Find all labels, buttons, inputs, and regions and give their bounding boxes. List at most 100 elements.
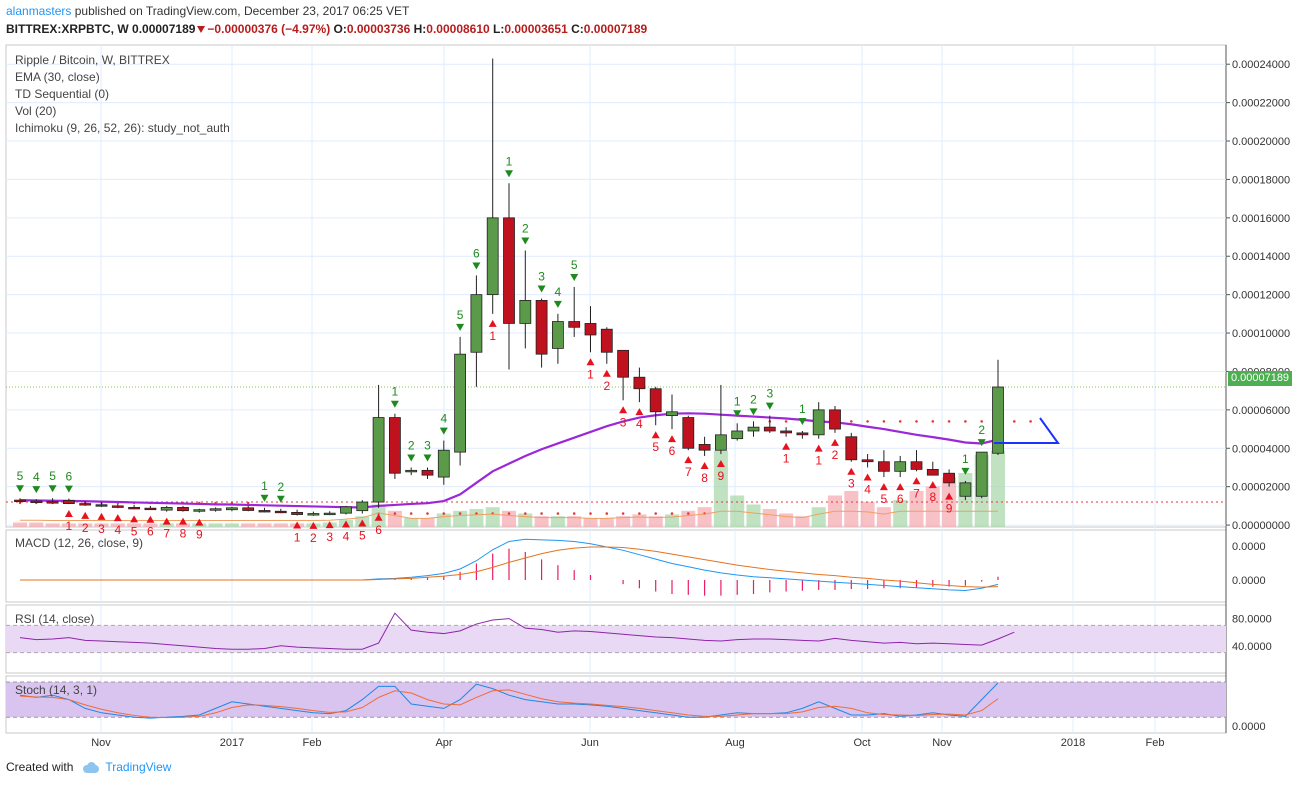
ichimoku-dot xyxy=(507,512,511,515)
td-sell-marker xyxy=(716,460,725,468)
ichimoku-dot xyxy=(540,512,543,515)
td-sell-marker xyxy=(162,517,171,525)
candle-body xyxy=(584,323,597,336)
tradingview-logo-icon xyxy=(81,761,101,774)
candle-body xyxy=(503,217,515,324)
td-buy-count: 1 xyxy=(734,394,741,408)
td-sell-count: 6 xyxy=(669,444,676,458)
volume-bar xyxy=(78,523,93,527)
ichimoku-dot xyxy=(426,512,429,515)
footer: Created with TradingView xyxy=(6,760,171,774)
candle-body xyxy=(894,461,907,472)
candle-body xyxy=(421,469,434,476)
td-sell-count: 8 xyxy=(180,527,187,541)
candle-body xyxy=(568,321,581,328)
td-sell-count: 4 xyxy=(343,530,350,544)
volume-bar xyxy=(779,513,794,527)
td-buy-marker xyxy=(798,417,807,425)
td-sell-marker xyxy=(684,456,693,464)
candle-body xyxy=(861,459,874,463)
candle-body xyxy=(910,461,923,470)
td-legend: TD Sequential (0) xyxy=(15,87,110,101)
candle-body xyxy=(780,430,792,434)
macd-legend: MACD (12, 26, close, 9) xyxy=(15,536,144,550)
td-sell-marker xyxy=(863,473,872,481)
volume-bar xyxy=(420,518,435,527)
ichimoku-dot xyxy=(393,512,397,515)
down-arrow-icon xyxy=(197,26,206,34)
stoch-tick-label: 0.0000 xyxy=(1232,721,1266,733)
y-tick-label: 0.00012000 xyxy=(1232,290,1290,302)
candle-body xyxy=(225,507,238,511)
td-sell-marker xyxy=(64,509,73,517)
td-sell-count: 4 xyxy=(114,523,121,537)
author-link[interactable]: alanmasters xyxy=(6,4,72,18)
td-sell-marker xyxy=(668,435,676,443)
candle-body xyxy=(160,507,173,511)
candle-body xyxy=(128,507,141,510)
y-tick-label: 0.00006000 xyxy=(1232,405,1290,417)
td-buy-count: 2 xyxy=(522,221,529,235)
volume-bar xyxy=(13,522,27,527)
td-sell-count: 9 xyxy=(946,502,953,516)
volume-bar xyxy=(762,509,777,527)
candle-body xyxy=(796,432,809,436)
volume-bar xyxy=(632,514,647,527)
td-sell-count: 5 xyxy=(359,529,366,543)
x-tick-label: Feb xyxy=(1146,737,1165,749)
candle-body xyxy=(682,417,695,449)
candle-body xyxy=(829,409,841,430)
x-tick-label: Jun xyxy=(581,737,599,749)
x-tick-label: Aug xyxy=(725,737,745,749)
ichimoku-dot xyxy=(866,420,869,423)
volume-bar xyxy=(844,491,859,527)
td-sell-count: 2 xyxy=(310,531,317,545)
td-sell-count: 1 xyxy=(587,367,594,381)
volume-bar xyxy=(795,516,810,527)
ichimoku-dot xyxy=(1013,420,1016,423)
td-sell-marker xyxy=(325,521,334,529)
ichimoku-dot xyxy=(980,420,983,423)
y-tick-label: 0.00016000 xyxy=(1232,213,1290,225)
volume-bar xyxy=(436,513,451,527)
td-sell-count: 4 xyxy=(636,417,643,431)
td-buy-count: 3 xyxy=(424,438,431,452)
volume-bar xyxy=(534,516,549,527)
td-buy-marker xyxy=(407,454,416,462)
td-buy-marker xyxy=(260,494,269,502)
candle-body xyxy=(372,417,385,503)
candle-body xyxy=(193,509,206,512)
td-sell-count: 6 xyxy=(375,523,382,537)
rsi-legend: RSI (14, close) xyxy=(15,612,95,626)
td-sell-marker xyxy=(635,408,644,416)
publish-info: alanmasters published on TradingView.com… xyxy=(6,4,409,18)
ichimoku-dot xyxy=(898,420,902,423)
td-buy-count: 2 xyxy=(408,438,415,452)
tradingview-link[interactable]: TradingView xyxy=(105,760,172,774)
x-tick-label: 2018 xyxy=(1061,737,1085,749)
td-sell-count: 5 xyxy=(131,524,138,538)
td-buy-count: 6 xyxy=(66,470,73,484)
macd-tick-label: 0.0000 xyxy=(1232,575,1266,587)
x-tick-label: Oct xyxy=(853,737,870,749)
td-buy-marker xyxy=(472,262,481,270)
td-buy-marker xyxy=(570,273,579,281)
td-sell-marker xyxy=(358,519,367,527)
volume-bar xyxy=(713,450,728,527)
td-sell-count: 3 xyxy=(620,415,627,429)
ichimoku-dot xyxy=(964,420,967,423)
td-buy-marker xyxy=(456,323,465,331)
created-with-text: Created with xyxy=(6,760,74,774)
volume-bar xyxy=(567,516,582,527)
volume-bar xyxy=(45,523,60,527)
candle-body xyxy=(177,507,189,512)
ichimoku-dot xyxy=(638,512,641,515)
candle-body xyxy=(535,300,548,355)
ichimoku-dot xyxy=(524,512,527,515)
td-buy-marker xyxy=(32,486,41,494)
stoch-band xyxy=(6,682,1226,718)
td-sell-count: 3 xyxy=(326,530,333,544)
volume-bar xyxy=(273,523,288,527)
ichimoku-legend: Ichimoku (9, 26, 52, 26): study_not_auth xyxy=(15,121,230,135)
